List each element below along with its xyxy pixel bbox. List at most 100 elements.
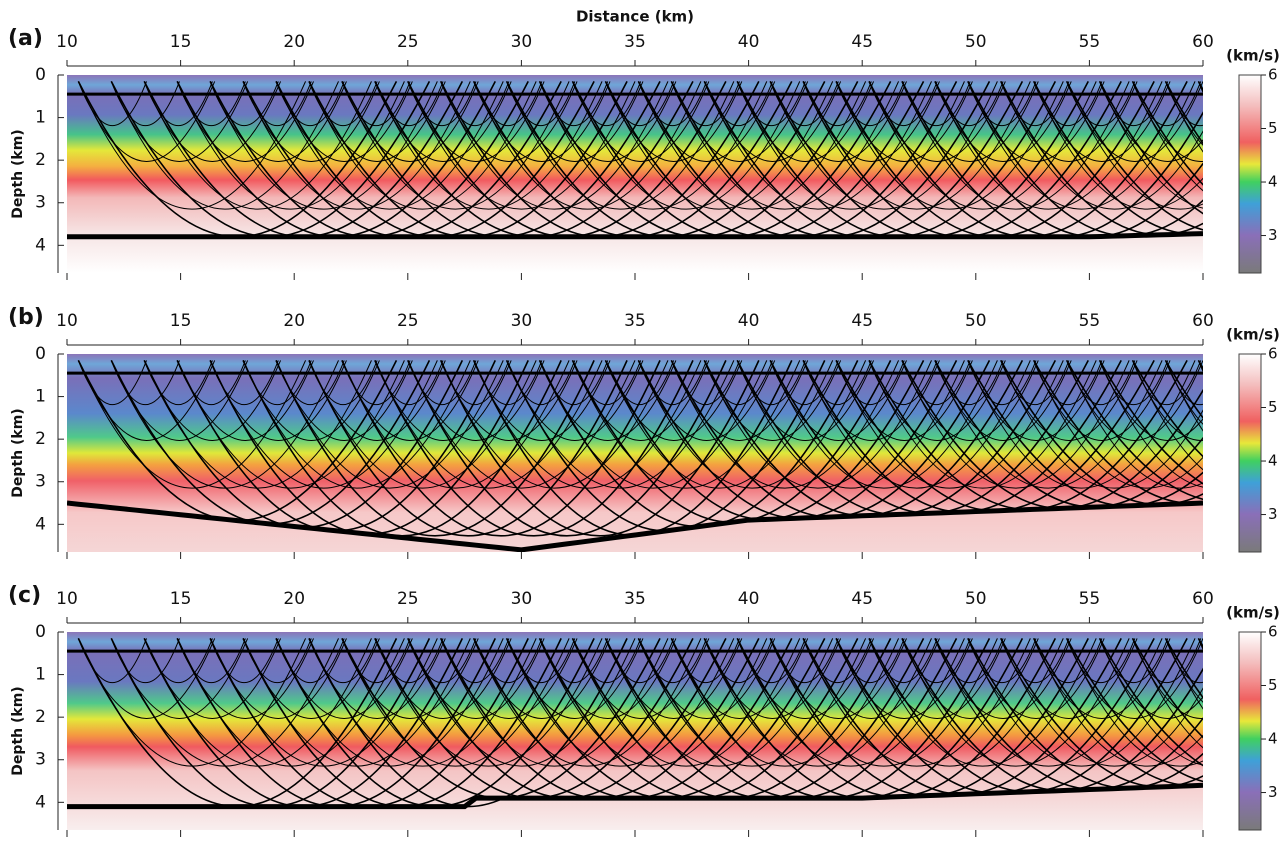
x-tick-label: 20 [283, 32, 305, 52]
x-tick-label: 60 [1192, 589, 1214, 609]
y-tick-label: 2 [35, 429, 46, 449]
colorbar-tick-label: 6 [1268, 66, 1278, 84]
interface [67, 231, 1203, 240]
y-tick-label: 0 [35, 65, 46, 85]
x-tick-label: 55 [1079, 32, 1101, 52]
x-tick-label: 25 [397, 32, 419, 52]
x-tick-label: 35 [624, 589, 646, 609]
y-tick-label: 1 [35, 108, 46, 128]
x-tick-label: 40 [738, 311, 760, 331]
ray [1131, 81, 1203, 186]
ray-paths [67, 637, 1203, 810]
y-tick-label: 4 [35, 514, 46, 534]
x-tick-label: 15 [170, 32, 192, 52]
x-tick-label: 15 [170, 311, 192, 331]
colorbar-label: (km/s) [1226, 47, 1280, 65]
y-tick-label: 4 [35, 792, 46, 812]
ray [308, 360, 628, 537]
ray [275, 360, 595, 537]
y-tick-label: 4 [35, 235, 46, 255]
colorbar-tick-label: 3 [1268, 783, 1278, 801]
colorbar-label: (km/s) [1226, 604, 1280, 622]
x-tick-label: 55 [1079, 589, 1101, 609]
ray [1132, 81, 1203, 192]
ray [1165, 638, 1203, 710]
interface [67, 500, 1203, 552]
x-tick-label: 20 [283, 589, 305, 609]
y-axis-label: Depth (km) [10, 129, 26, 218]
x-axis-label: Distance (km) [576, 8, 694, 26]
x-tick-label: 40 [738, 32, 760, 52]
y-tick-label: 3 [35, 472, 46, 492]
x-tick-label: 30 [511, 589, 533, 609]
panel-label: (c) [8, 583, 41, 608]
panel-label: (b) [8, 305, 44, 330]
colorbar-tick-label: 5 [1268, 398, 1278, 416]
x-tick-label: 60 [1192, 32, 1214, 52]
x-tick-label: 50 [965, 589, 987, 609]
x-tick-label: 35 [624, 32, 646, 52]
colorbar-tick-label: 4 [1268, 452, 1278, 470]
colorbar-tick-label: 3 [1268, 505, 1278, 523]
x-tick-label: 10 [56, 589, 78, 609]
ray [1066, 638, 1203, 767]
ray [1165, 360, 1203, 432]
x-tick-label: 45 [851, 589, 873, 609]
y-axis-label: Depth (km) [10, 686, 26, 775]
x-tick-label: 35 [624, 311, 646, 331]
ray [1033, 81, 1203, 210]
x-tick-label: 30 [511, 32, 533, 52]
x-tick-label: 25 [397, 589, 419, 609]
interface [67, 782, 1203, 810]
x-tick-label: 60 [1192, 311, 1214, 331]
ray [440, 360, 760, 537]
colorbar-tick-label: 3 [1268, 226, 1278, 244]
x-tick-label: 10 [56, 311, 78, 331]
x-tick-label: 45 [851, 311, 873, 331]
y-tick-label: 2 [35, 707, 46, 727]
x-tick-label: 10 [56, 32, 78, 52]
colorbar-tick-label: 5 [1268, 119, 1278, 137]
ray [1098, 638, 1203, 767]
ray [1165, 81, 1203, 153]
ray [1065, 359, 1203, 500]
y-tick-label: 2 [35, 150, 46, 170]
ray [374, 360, 694, 537]
x-tick-label: 40 [738, 589, 760, 609]
colorbar-tick-label: 5 [1268, 676, 1278, 694]
colorbar-tick-label: 6 [1268, 345, 1278, 363]
colorbar-label: (km/s) [1226, 326, 1280, 344]
ray [407, 360, 727, 537]
ray [1099, 360, 1203, 488]
colorbar-tick-label: 6 [1268, 623, 1278, 641]
ray [1033, 638, 1203, 767]
ray [1131, 637, 1203, 739]
x-tick-label: 25 [397, 311, 419, 331]
colorbar-tick-label: 4 [1268, 730, 1278, 748]
colorbar [1238, 353, 1262, 553]
ray [1098, 359, 1203, 485]
x-tick-label: 50 [965, 32, 987, 52]
ray [1066, 360, 1203, 489]
ray-paths [67, 359, 1203, 552]
colorbar [1238, 74, 1262, 274]
y-axis-label: Depth (km) [10, 408, 26, 497]
y-tick-label: 1 [35, 665, 46, 685]
ray [1098, 81, 1203, 215]
ray [1065, 638, 1203, 783]
y-tick-label: 3 [35, 750, 46, 770]
x-tick-label: 50 [965, 311, 987, 331]
ray [1099, 638, 1203, 766]
ray [1033, 360, 1203, 489]
colorbar [1238, 631, 1262, 831]
x-tick-label: 45 [851, 32, 873, 52]
x-tick-label: 15 [170, 589, 192, 609]
ray [1131, 359, 1203, 458]
x-tick-label: 20 [283, 311, 305, 331]
y-tick-label: 0 [35, 622, 46, 642]
x-tick-label: 30 [511, 311, 533, 331]
ray [341, 360, 661, 537]
